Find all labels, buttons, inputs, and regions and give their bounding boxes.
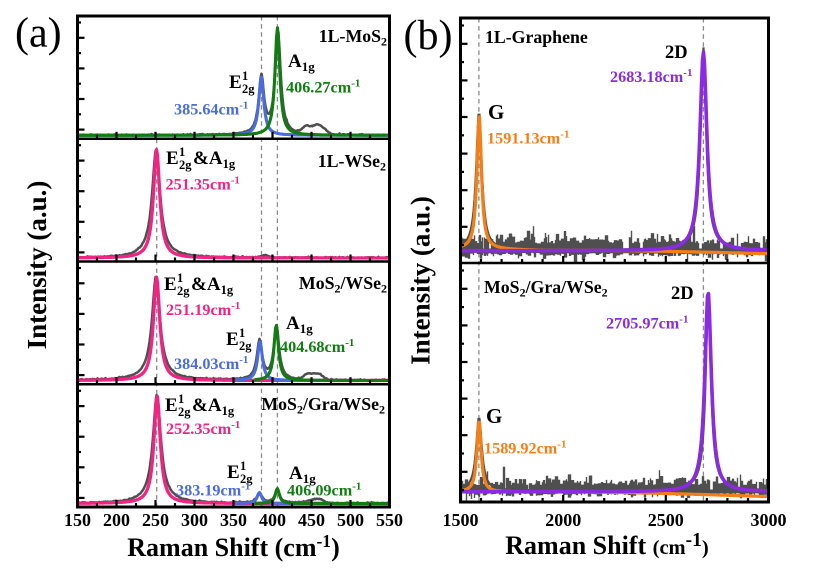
svg-text:250: 250	[142, 510, 169, 530]
svg-text:MoS2​/Gra/WSe2: MoS2​/Gra/WSe2	[484, 277, 608, 300]
svg-text:2g: 2g	[179, 158, 192, 172]
svg-text:1: 1	[179, 145, 185, 159]
svg-text:G: G	[486, 404, 502, 428]
svg-text:E: E	[227, 462, 240, 483]
svg-text:400: 400	[259, 510, 286, 530]
svg-text:2705.97cm-1: 2705.97cm-1	[606, 314, 688, 333]
svg-text:E: E	[164, 274, 177, 295]
svg-text:350: 350	[220, 510, 247, 530]
svg-text:2683.18cm-1: 2683.18cm-1	[610, 67, 692, 86]
svg-text:2g: 2g	[240, 472, 253, 486]
svg-text:(b): (b)	[404, 13, 453, 59]
svg-text:1: 1	[242, 69, 248, 83]
svg-text:1: 1	[177, 271, 183, 285]
svg-text:500: 500	[337, 510, 364, 530]
svg-text:G: G	[488, 100, 504, 124]
svg-text:1: 1	[240, 459, 246, 473]
svg-text:1500: 1500	[443, 510, 479, 530]
svg-text:1591.13cm-1: 1591.13cm-1	[487, 129, 569, 148]
svg-text:2D: 2D	[671, 284, 694, 304]
svg-text:2g: 2g	[239, 339, 252, 353]
svg-text:251.35cm-1: 251.35cm-1	[166, 175, 240, 194]
svg-text:3000: 3000	[751, 510, 787, 530]
svg-text:404.68cm-1: 404.68cm-1	[280, 337, 354, 356]
svg-text:2g: 2g	[177, 284, 190, 298]
svg-text:1: 1	[239, 326, 245, 340]
svg-text:2g: 2g	[242, 82, 255, 96]
svg-text:1L-MoS2: 1L-MoS2	[319, 26, 387, 49]
svg-text:E: E	[229, 72, 242, 93]
svg-text:450: 450	[298, 510, 325, 530]
svg-text:MoS2​/Gra/WSe2: MoS2​/Gra/WSe2	[261, 394, 385, 417]
svg-text:E: E	[226, 329, 239, 350]
svg-text:1: 1	[178, 392, 184, 406]
svg-text:406.27cm-1: 406.27cm-1	[286, 78, 360, 97]
svg-text:1589.92cm-1: 1589.92cm-1	[484, 439, 566, 458]
svg-text:200: 200	[103, 510, 130, 530]
svg-text:2000: 2000	[545, 510, 581, 530]
svg-text:E: E	[166, 148, 179, 169]
svg-text:150: 150	[64, 510, 91, 530]
svg-text:1L-WSe2: 1L-WSe2	[318, 151, 386, 174]
svg-text:550: 550	[376, 510, 403, 530]
svg-text:Intensity (a.u.): Intensity (a.u.)	[22, 181, 52, 350]
svg-text:251.19cm-1: 251.19cm-1	[166, 300, 240, 319]
svg-text:385.64cm-1: 385.64cm-1	[174, 100, 248, 119]
svg-text:406.09cm-1: 406.09cm-1	[287, 481, 361, 500]
svg-text:2D: 2D	[665, 43, 688, 63]
svg-text:2500: 2500	[648, 510, 684, 530]
svg-text:(a): (a)	[15, 10, 62, 56]
svg-text:252.35cm-1: 252.35cm-1	[166, 419, 240, 438]
svg-text:1L-Graphene: 1L-Graphene	[485, 27, 588, 47]
svg-text:2g: 2g	[178, 405, 191, 419]
svg-text:384.03cm-1: 384.03cm-1	[174, 354, 248, 373]
svg-text:MoS2​/WSe2: MoS2​/WSe2	[299, 273, 387, 296]
svg-text:E: E	[165, 395, 178, 416]
svg-text:383.19cm-1: 383.19cm-1	[176, 481, 250, 500]
svg-text:Intensity (a.u.): Intensity (a.u.)	[406, 196, 436, 365]
svg-text:300: 300	[181, 510, 208, 530]
svg-text:Raman Shift (cm-1​): Raman Shift (cm-1​)	[127, 531, 339, 562]
